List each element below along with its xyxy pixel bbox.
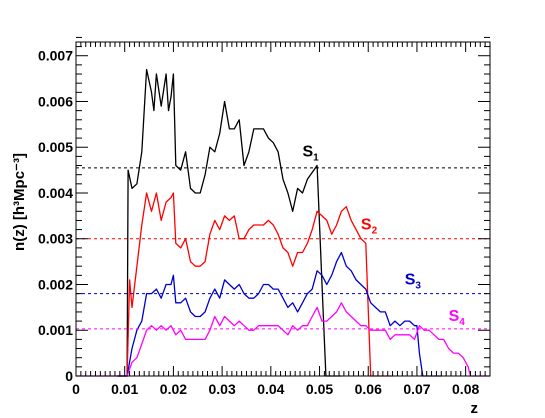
s3-line xyxy=(117,251,442,377)
y-tick-label: 0.001 xyxy=(38,322,73,338)
x-tick-label: 0.01 xyxy=(111,381,138,397)
plot-area: S1 S2 S3 S4 xyxy=(76,68,490,377)
y-tick-label: 0.004 xyxy=(38,185,73,201)
x-tick-label: 0.02 xyxy=(160,381,187,397)
x-tick-label: 0.05 xyxy=(306,381,333,397)
s4-label: S4 xyxy=(449,308,466,328)
s1-line xyxy=(117,68,342,377)
y-tick-label: 0.003 xyxy=(38,231,73,247)
x-axis-label: z xyxy=(471,400,479,417)
x-tick-label: 0.03 xyxy=(208,381,235,397)
axes: 0 0.01 0.02 0.03 0.04 0.05 0.06 0.07 0.08 0 0.001 0… xyxy=(38,36,491,397)
x-tick-label: 0.04 xyxy=(257,381,284,397)
y-tick-label: 0 xyxy=(65,368,73,384)
y-tick-label: 0.006 xyxy=(38,93,73,109)
y-tick-label: 0.007 xyxy=(38,48,73,64)
y-tick-label: 0.002 xyxy=(38,276,73,292)
x-tick-label: 0.08 xyxy=(452,381,479,397)
s1-label: S1 xyxy=(302,143,319,163)
x-tick-label: 0.06 xyxy=(355,381,382,397)
x-tick-label: 0.07 xyxy=(403,381,430,397)
y-tick-label: 0.005 xyxy=(38,139,73,155)
plot-frame xyxy=(75,41,491,377)
y-axis-label: n(z) [h³Mpc⁻³] xyxy=(11,153,28,251)
x-tick-label: 0 xyxy=(72,381,80,397)
s3-label: S3 xyxy=(405,271,422,291)
s2-label: S2 xyxy=(361,217,378,237)
s2-line xyxy=(117,192,393,377)
s4-line xyxy=(76,302,490,377)
